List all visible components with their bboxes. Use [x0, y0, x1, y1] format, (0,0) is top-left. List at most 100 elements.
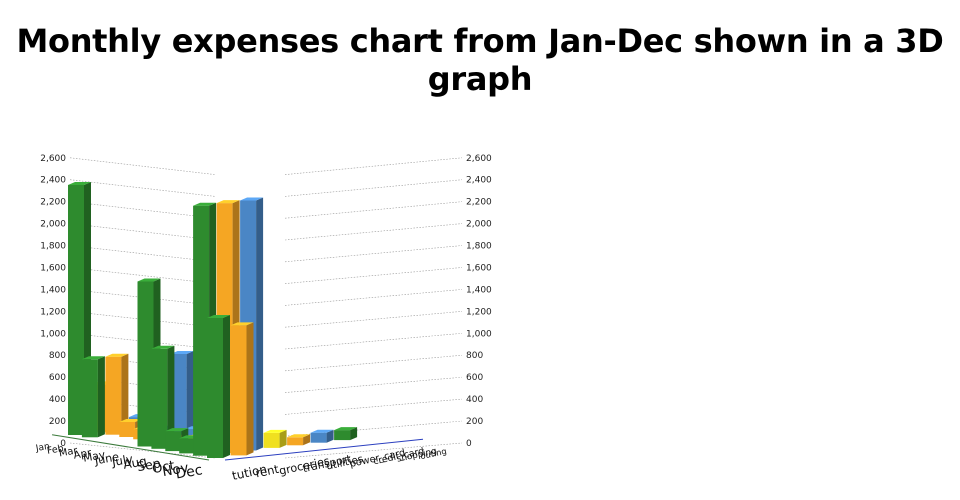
gridline-right [284, 333, 463, 350]
month-label: Jan [34, 442, 50, 454]
bar-top [165, 428, 189, 432]
bar-top [263, 429, 287, 433]
month-axis-line [52, 434, 210, 461]
bar-nov-power-card [310, 429, 334, 443]
y-tick-left: 2,600 [40, 154, 66, 164]
bar-front [137, 281, 154, 447]
bar-front [151, 348, 168, 449]
bar-side [279, 429, 287, 448]
bar-top [334, 427, 358, 431]
y-tick-left: 1,600 [40, 263, 66, 273]
month-label: Dec [174, 462, 203, 482]
month-label: Sep [136, 455, 162, 474]
month-label: Nov [161, 460, 190, 480]
bar-front [170, 354, 187, 439]
bar-dec-tution [207, 315, 230, 458]
bar-front [263, 432, 280, 448]
gridline-right [284, 157, 463, 175]
bar-top [240, 197, 264, 201]
bar-front [165, 431, 182, 452]
y-tick-left: 1,800 [40, 242, 66, 252]
gridline-right [284, 201, 463, 219]
bar-side [303, 434, 311, 446]
bar-side [97, 356, 105, 438]
y-tick-left: 600 [49, 373, 66, 383]
y-tick-right: 0 [466, 439, 472, 449]
bar-front [230, 325, 247, 456]
y-tick-left: 1,000 [40, 329, 66, 339]
bar-side [246, 322, 254, 456]
bar-front [179, 438, 196, 454]
y-tick-right: 1,800 [466, 242, 492, 252]
bar-top [310, 429, 334, 433]
y-tick-right: 800 [466, 351, 483, 361]
gridline-left [69, 442, 216, 459]
bar-front [310, 432, 327, 443]
bar-nov-credit-card [334, 427, 358, 441]
bar-side [186, 351, 194, 439]
bar-dec-rent [230, 322, 254, 456]
bar-front [193, 205, 210, 456]
gridline-right [284, 179, 463, 197]
y-tick-right: 2,400 [466, 176, 492, 186]
gridline-right [284, 354, 463, 372]
month-label: May [82, 448, 107, 465]
bar-side [167, 345, 175, 449]
month-label: Feb [46, 443, 64, 457]
gridline-left [69, 223, 216, 241]
month-label: July [110, 452, 134, 470]
bar-top [151, 345, 175, 349]
month-label: Oct [151, 459, 176, 478]
gridline-left [69, 201, 216, 219]
y-tick-left: 2,400 [40, 176, 66, 186]
bar-front [68, 185, 84, 435]
month-label: June [93, 450, 120, 467]
bar-top [68, 182, 91, 185]
gridline-right [284, 398, 463, 415]
bar-top [193, 202, 217, 206]
bar-side [350, 427, 358, 441]
gridline-right [284, 311, 463, 328]
bar-mar-rent [105, 353, 129, 435]
y-tick-right: 600 [466, 373, 483, 383]
bars-layer [68, 182, 358, 458]
category-label: rent [254, 462, 280, 481]
chart-title: Monthly expenses chart from Jan-Dec show… [16, 22, 944, 98]
bar-june-groceries [170, 351, 194, 439]
y-tick-right: 400 [466, 395, 483, 405]
y-tick-right: 2,600 [466, 154, 492, 164]
y-tick-left: 0 [60, 439, 66, 449]
bar-side [121, 353, 129, 435]
y-tick-right: 1,000 [466, 329, 492, 339]
y-tick-left: 1,200 [40, 307, 66, 317]
gridline-left [69, 157, 216, 175]
y-tick-right: 1,200 [466, 307, 492, 317]
y-tick-right: 200 [466, 417, 483, 427]
bar-top [119, 419, 143, 422]
bar-top [170, 351, 194, 354]
y-tick-right: 2,200 [466, 198, 492, 208]
bar-top [216, 200, 240, 204]
y-tick-left: 200 [49, 417, 66, 427]
bar-top [137, 278, 161, 282]
bar-front [119, 422, 136, 437]
bar-nov-transport [263, 429, 287, 448]
y-tick-right: 1,600 [466, 263, 492, 273]
gridline-right [284, 420, 463, 437]
gridline-right [284, 267, 463, 284]
bar-aug-tution [151, 345, 175, 449]
y-tick-left: 1,400 [40, 285, 66, 295]
y-tick-left: 800 [49, 351, 66, 361]
y-tick-right: 2,000 [466, 220, 492, 230]
gridline-right [284, 223, 463, 241]
bar-front [287, 437, 304, 446]
bar-top [207, 315, 230, 318]
bar-mar-tution [81, 356, 105, 438]
month-label: Mar [58, 445, 79, 459]
bar-front [207, 318, 223, 458]
bar-front [81, 359, 98, 438]
gridline-right [284, 245, 463, 263]
gridline-left [69, 245, 216, 263]
